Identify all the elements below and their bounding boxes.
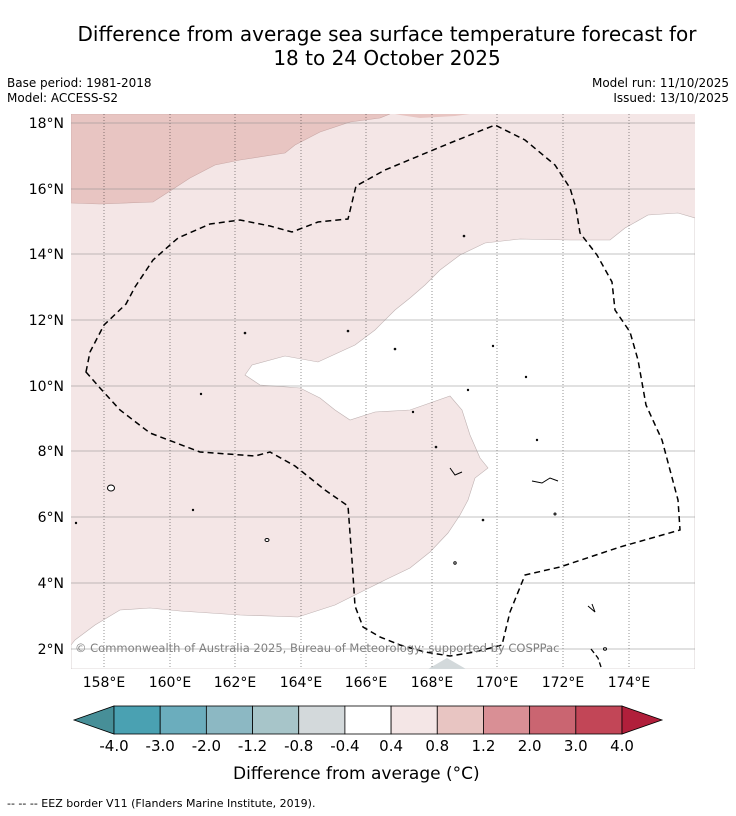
model-run-text: Model run: 11/10/2025: [591, 76, 729, 90]
longitude-labels: 158°E 160°E 162°E 164°E 166°E 168°E 170°…: [83, 675, 651, 691]
colorbar-tick-label: 1.2: [472, 737, 496, 755]
base-period-text: Base period: 1981-2018: [7, 76, 152, 90]
lat-label: 10°N: [29, 379, 64, 395]
colorbar-tick-label: -1.2: [238, 737, 267, 755]
lon-label: 160°E: [149, 675, 192, 691]
meta-right: Model run: 11/10/2025 Issued: 13/10/2025: [592, 76, 729, 106]
colorbar-tick-label: 2.0: [518, 737, 542, 755]
title-line-2: 18 to 24 October 2025: [273, 46, 501, 70]
anomaly-region-moderate-strip: [395, 114, 470, 118]
colorbar-segment: [298, 705, 346, 735]
map-area: [71, 114, 695, 669]
meta-left: Base period: 1981-2018 Model: ACCESS-S2: [7, 76, 152, 106]
colorbar-segment: [113, 705, 161, 735]
lat-label: 4°N: [38, 576, 64, 592]
colorbar-segment: [252, 705, 300, 735]
lat-label: 6°N: [38, 510, 64, 526]
lon-label: 162°E: [214, 675, 257, 691]
colorbar: -4.0 -3.0 -2.0 -1.2 -0.8 -0.4 0.4 0.8 1.2 2.0 3.0 4…: [72, 705, 664, 755]
colorbar-tick-label: -3.0: [146, 737, 175, 755]
lon-label: 172°E: [542, 675, 585, 691]
lat-label: 14°N: [29, 247, 64, 263]
eez-border: [85, 124, 681, 657]
colorbar-segment: [390, 705, 438, 735]
lat-label: 16°N: [29, 182, 64, 198]
lon-label: 174°E: [608, 675, 651, 691]
chart-title: Difference from average sea surface temp…: [0, 22, 736, 70]
colorbar-segment: [205, 705, 253, 735]
colorbar-title: Difference from average (°C): [233, 764, 480, 784]
neutral-region: [71, 212, 695, 669]
issued-text: Issued: 13/10/2025: [613, 91, 729, 105]
colorbar-tick-label: -4.0: [99, 737, 128, 755]
colorbar-arrow-low: [72, 705, 115, 735]
lon-label: 170°E: [476, 675, 519, 691]
latitude-gridlines: [71, 122, 695, 650]
lat-label: 12°N: [29, 313, 64, 329]
lon-label: 164°E: [280, 675, 323, 691]
colorbar-tick-label: 4.0: [610, 737, 634, 755]
colorbar-segment: [529, 705, 577, 735]
eez-border-fragment: [590, 648, 602, 668]
lat-label: 18°N: [29, 116, 64, 132]
title-line-1: Difference from average sea surface temp…: [77, 22, 697, 46]
lat-label: 8°N: [38, 444, 64, 460]
colorbar-tick-label: 0.4: [379, 737, 403, 755]
colorbar-segment: [159, 705, 207, 735]
colorbar-tick-label: 3.0: [564, 737, 588, 755]
cool-anomaly-patch: [428, 658, 466, 669]
lon-label: 168°E: [411, 675, 454, 691]
lat-label: 2°N: [38, 642, 64, 658]
anomaly-region-moderate: [71, 114, 391, 205]
colorbar-segment: [344, 705, 392, 735]
colorbar-arrow-high: [621, 705, 664, 735]
colorbar-tick-label: -0.8: [284, 737, 313, 755]
model-text: Model: ACCESS-S2: [7, 91, 119, 105]
lon-label: 158°E: [83, 675, 126, 691]
latitude-labels: 18°N 16°N 14°N 12°N 10°N 8°N 6°N 4°N 2°N: [29, 116, 64, 658]
islands: [74, 234, 607, 651]
colorbar-tick-label: -2.0: [192, 737, 221, 755]
colorbar-segment: [575, 705, 623, 735]
eez-footnote: -- -- -- EEZ border V11 (Flanders Marine…: [7, 797, 316, 810]
colorbar-tick-label: -0.4: [330, 737, 359, 755]
colorbar-tick-label: 0.8: [425, 737, 449, 755]
longitude-gridlines: [103, 114, 630, 669]
colorbar-segment: [483, 705, 531, 735]
lon-label: 166°E: [345, 675, 388, 691]
copyright-text: © Commonwealth of Australia 2025, Bureau…: [75, 641, 559, 655]
colorbar-segment: [436, 705, 484, 735]
